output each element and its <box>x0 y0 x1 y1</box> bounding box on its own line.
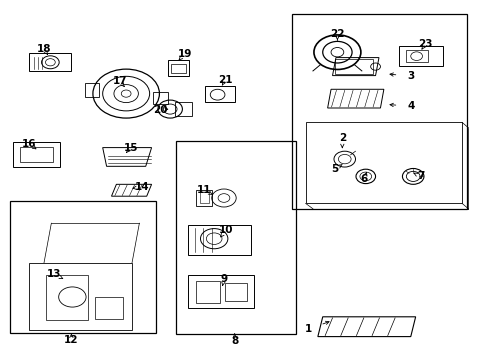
Bar <box>29 53 71 71</box>
Bar <box>305 122 461 203</box>
Text: 18: 18 <box>37 44 51 54</box>
Text: 8: 8 <box>231 336 238 346</box>
Text: 20: 20 <box>152 105 167 115</box>
Bar <box>153 92 167 104</box>
Bar <box>20 147 53 162</box>
Bar <box>195 190 211 206</box>
Text: 2: 2 <box>338 132 345 143</box>
Text: 5: 5 <box>331 164 338 174</box>
Bar <box>176 141 296 334</box>
Text: 19: 19 <box>177 49 192 59</box>
Bar <box>405 50 427 62</box>
Bar <box>292 14 466 209</box>
Text: 22: 22 <box>329 29 344 39</box>
Bar <box>175 102 192 116</box>
Bar <box>84 83 99 97</box>
Text: 1: 1 <box>304 324 311 334</box>
Bar <box>195 281 220 303</box>
Text: 3: 3 <box>407 71 413 81</box>
Bar <box>95 297 123 319</box>
Text: 6: 6 <box>360 174 367 184</box>
Text: 21: 21 <box>217 75 232 85</box>
Bar <box>224 283 246 301</box>
Bar <box>188 225 250 255</box>
Bar <box>200 192 209 203</box>
Text: 13: 13 <box>46 269 61 279</box>
Text: 12: 12 <box>64 335 79 345</box>
Bar <box>46 275 88 320</box>
Bar <box>334 59 372 74</box>
Text: 4: 4 <box>406 101 414 111</box>
Text: 10: 10 <box>218 225 233 235</box>
Bar <box>13 142 60 167</box>
Text: 16: 16 <box>22 139 37 149</box>
Bar <box>10 201 155 333</box>
Text: 7: 7 <box>416 171 424 181</box>
Bar <box>171 64 185 73</box>
Text: 15: 15 <box>123 143 138 153</box>
Bar <box>167 60 189 76</box>
Text: 17: 17 <box>112 76 127 86</box>
Bar <box>188 275 254 308</box>
Bar <box>398 46 442 66</box>
Text: 11: 11 <box>197 185 211 195</box>
Text: 14: 14 <box>134 182 149 192</box>
Text: 9: 9 <box>220 274 227 284</box>
Text: 23: 23 <box>417 39 432 49</box>
Bar <box>205 86 234 102</box>
